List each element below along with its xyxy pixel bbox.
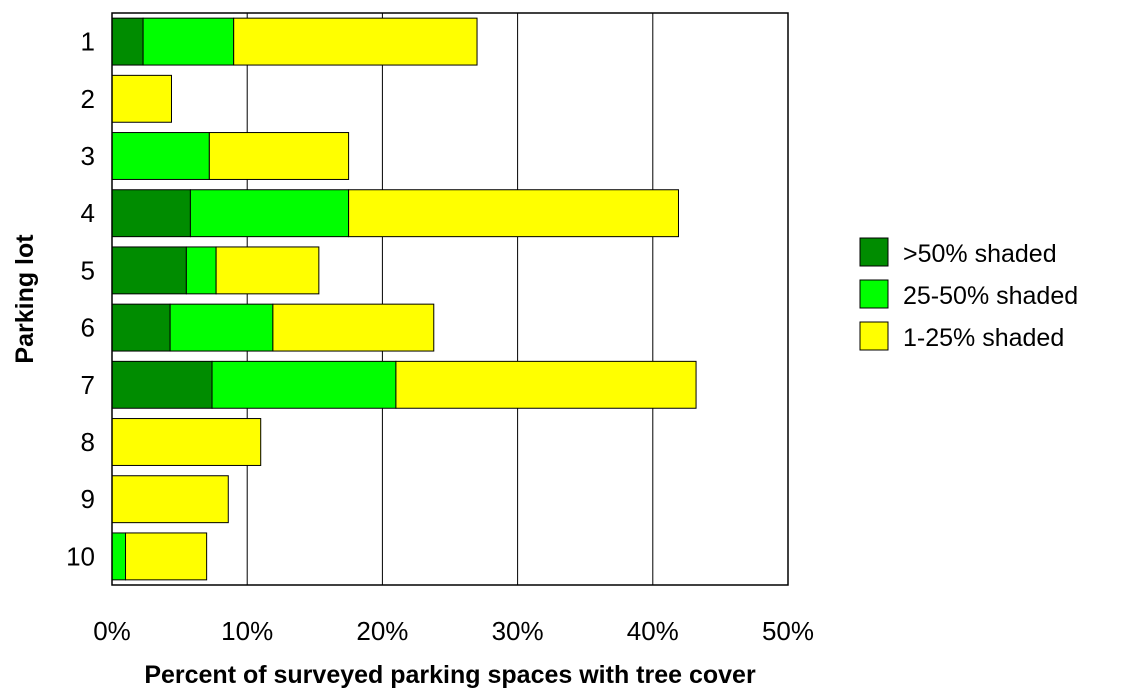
bar-lot-4-series-0 [111, 189, 191, 238]
bar-lot-6-series-0 [111, 303, 171, 352]
y-tick-label-2: 2 [81, 84, 95, 114]
y-tick-label-9: 9 [81, 484, 95, 514]
x-tick-label-40: 40% [627, 616, 679, 646]
bar-lot-8-series-2 [111, 418, 262, 466]
bar-lot-3-series-1 [111, 132, 210, 180]
bar-lot-4-series-1 [189, 189, 350, 238]
y-tick-label-3: 3 [81, 141, 95, 171]
y-tick-label-8: 8 [81, 427, 95, 457]
x-axis-title: Percent of surveyed parking spaces with … [144, 661, 756, 688]
bar-lot-1-series-0 [111, 17, 144, 66]
bars [111, 17, 697, 581]
y-axis-tick-labels: 1 2 3 4 5 6 7 8 9 10 [66, 27, 95, 572]
bar-lot-5-series-2 [215, 246, 320, 295]
y-tick-label-6: 6 [81, 313, 95, 343]
gridlines [246, 13, 654, 585]
bar-lot-10-series-2 [125, 532, 208, 581]
x-axis-tick-labels: 0% 10% 20% 30% 40% 50% [93, 616, 814, 646]
legend-label-2: 1-25% shaded [903, 324, 1064, 352]
legend: >50% shaded 25-50% shaded 1-25% shaded [859, 237, 1078, 352]
plot-area-frame [111, 12, 789, 586]
bar-lot-3-series-2 [208, 132, 350, 180]
bar-lot-4-series-2 [348, 189, 679, 238]
x-tick-label-0: 0% [93, 616, 131, 646]
legend-swatch-2 [859, 321, 889, 351]
y-tick-label-10: 10 [66, 541, 95, 571]
bar-lot-7-series-0 [111, 360, 213, 409]
legend-label-0: >50% shaded [903, 240, 1057, 268]
bar-lot-7-series-1 [211, 360, 397, 409]
bar-lot-2-series-2 [111, 74, 172, 123]
x-tick-label-10: 10% [221, 616, 273, 646]
bar-lot-1-series-2 [233, 17, 478, 66]
bar-lot-5-series-1 [185, 246, 217, 295]
y-tick-label-7: 7 [81, 370, 95, 400]
legend-swatch-0 [859, 237, 889, 267]
y-tick-label-1: 1 [81, 27, 95, 57]
bar-lot-1-series-1 [142, 17, 235, 66]
legend-swatch-1 [859, 279, 889, 309]
y-tick-label-4: 4 [81, 198, 95, 228]
x-tick-label-20: 20% [356, 616, 408, 646]
bar-lot-6-series-1 [169, 303, 274, 352]
x-tick-label-30: 30% [492, 616, 544, 646]
bar-lot-10-series-1 [111, 532, 127, 581]
bar-lot-5-series-0 [111, 246, 187, 295]
x-tick-label-50: 50% [762, 616, 814, 646]
y-tick-label-5: 5 [81, 255, 95, 285]
bar-lot-6-series-2 [272, 303, 435, 352]
y-axis-title: Parking lot [11, 234, 39, 364]
legend-label-1: 25-50% shaded [903, 282, 1078, 310]
bar-lot-7-series-2 [395, 360, 697, 409]
bar-lot-9-series-2 [111, 475, 229, 524]
